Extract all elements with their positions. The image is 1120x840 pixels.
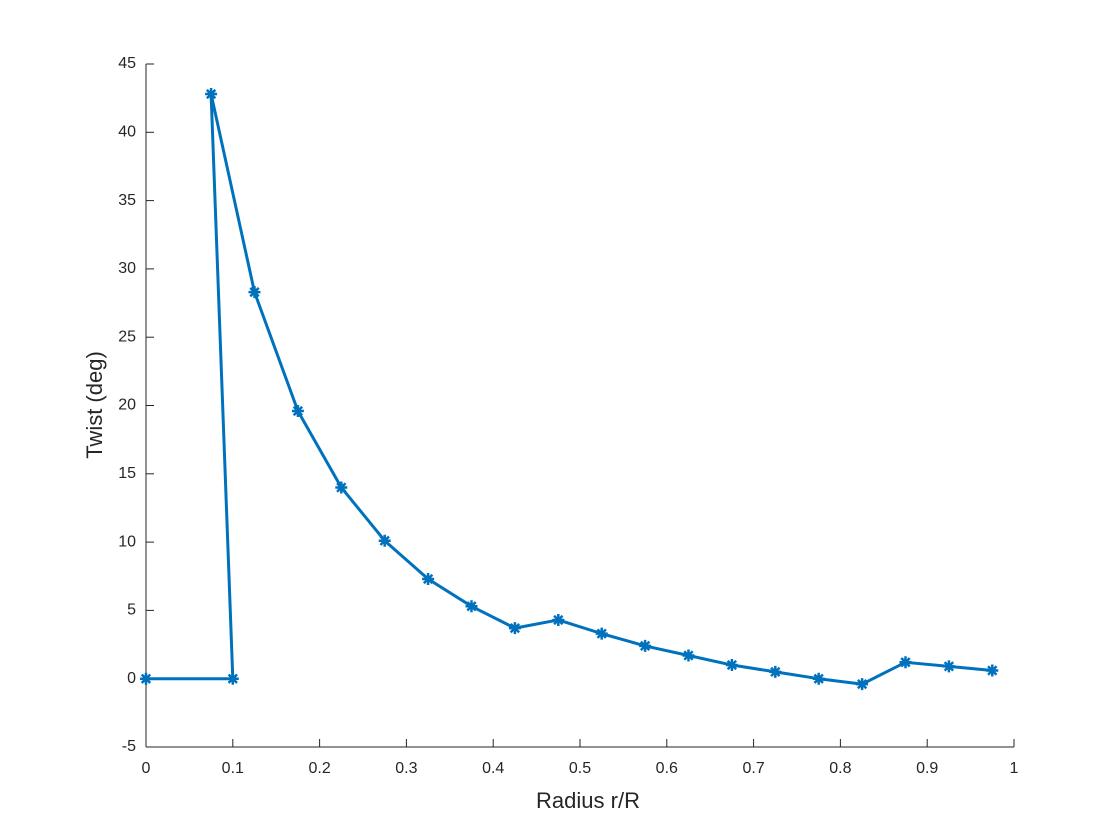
- data-point: [986, 664, 999, 677]
- data-point: [725, 659, 738, 672]
- x-tick-label: 0.3: [395, 760, 417, 777]
- y-axis-title: Twist (deg): [82, 351, 107, 459]
- data-point: [226, 672, 239, 685]
- data-point: [508, 622, 521, 635]
- data-point: [769, 665, 782, 678]
- data-point: [595, 627, 608, 640]
- data-point: [248, 286, 261, 299]
- data-point: [812, 672, 825, 685]
- x-tick-label: 0.4: [482, 760, 504, 777]
- y-tick-label: 35: [118, 192, 136, 209]
- y-tick-label: 10: [118, 533, 136, 550]
- y-tick-label: 20: [118, 397, 136, 414]
- data-point: [205, 88, 218, 101]
- data-point: [422, 572, 435, 585]
- y-tick-label: 0: [127, 670, 136, 687]
- y-tick-label: -5: [122, 738, 136, 755]
- x-tick-label: 0.1: [222, 760, 244, 777]
- data-point: [140, 672, 152, 685]
- y-tick-label: 5: [127, 602, 136, 619]
- y-tick-label: 25: [118, 328, 136, 345]
- data-point: [465, 600, 478, 613]
- x-tick-label: 0.8: [829, 760, 851, 777]
- y-tick-label: 15: [118, 465, 136, 482]
- data-point: [856, 678, 869, 691]
- x-tick-label: 1: [1010, 760, 1019, 777]
- y-tick-label: 40: [118, 124, 136, 141]
- data-point: [899, 656, 912, 669]
- x-axis-title: Radius r/R: [536, 788, 640, 813]
- data-point: [378, 534, 391, 547]
- y-tick-label: 45: [118, 55, 136, 72]
- data-point: [335, 481, 348, 494]
- x-tick-label: 0.7: [742, 760, 764, 777]
- x-tick-label: 0.5: [569, 760, 591, 777]
- x-tick-label: 0.6: [656, 760, 678, 777]
- data-point: [682, 649, 695, 662]
- data-point: [552, 613, 565, 626]
- x-tick-label: 0.2: [308, 760, 330, 777]
- data-point: [639, 639, 652, 652]
- data-point: [942, 660, 955, 673]
- x-tick-label: 0.9: [916, 760, 938, 777]
- y-tick-label: 30: [118, 260, 136, 277]
- data-point: [291, 404, 304, 417]
- x-tick-label: 0: [142, 760, 151, 777]
